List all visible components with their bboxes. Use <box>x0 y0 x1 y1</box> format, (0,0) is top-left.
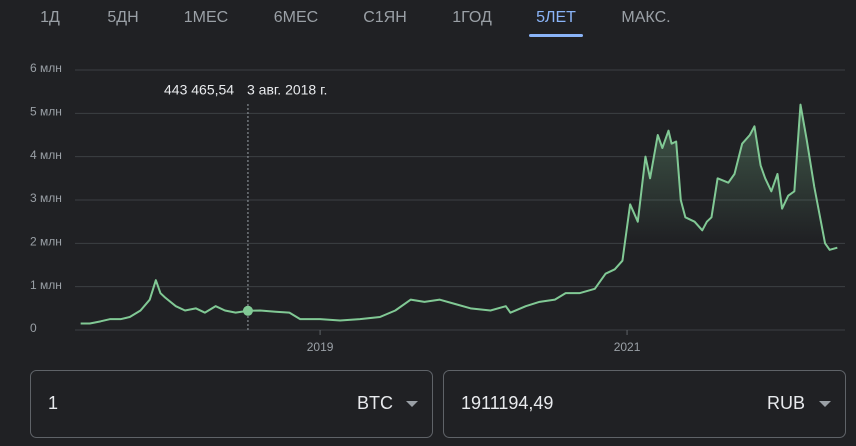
line <box>80 103 838 325</box>
tooltip-date: 3 авг. 2018 г. <box>247 82 327 98</box>
x-tick-label: 2019 <box>307 340 334 354</box>
tabs: 1Д 5ДН 1МЕС 6МЕС С1ЯН 1ГОД 5ЛЕТ МАКС. <box>40 9 671 37</box>
tab[interactable]: 5ЛЕТ <box>536 9 576 26</box>
tab[interactable]: 1МЕС <box>184 9 228 26</box>
tab-underline <box>529 34 583 37</box>
tab[interactable]: 6МЕС <box>274 9 318 26</box>
to-amount: 1911194,49 <box>461 393 553 413</box>
dropdown-arrow <box>406 401 418 407</box>
hover-point <box>242 305 253 316</box>
from-currency[interactable]: BTC <box>357 393 393 413</box>
from-box[interactable] <box>30 370 433 438</box>
dropdown-arrow <box>819 401 831 407</box>
tab[interactable]: 5ДН <box>107 9 138 26</box>
tab[interactable]: МАКС. <box>621 9 670 26</box>
from-amount: 1 <box>48 393 58 413</box>
tooltip-value: 443 465,54 <box>164 82 234 98</box>
area <box>80 104 838 331</box>
y-tick-label: 4 млн <box>30 148 62 162</box>
tooltip <box>152 76 345 104</box>
y-tick-label: 1 млн <box>30 278 62 292</box>
y-tick-label: 0 <box>30 321 37 335</box>
tab[interactable]: 1Д <box>40 9 60 26</box>
to-currency[interactable]: RUB <box>767 393 805 413</box>
y-tick-label: 3 млн <box>30 191 62 205</box>
chart: 0 1 млн 2 млн 3 млн 4 млн 5 млн 6 млн 2019 2021 4… <box>30 61 845 354</box>
y-tick-label: 5 млн <box>30 105 62 119</box>
y-tick-label: 2 млн <box>30 235 62 249</box>
y-tick-label: 6 млн <box>30 61 62 75</box>
tab[interactable]: С1ЯН <box>363 9 407 26</box>
x-tick-label: 2021 <box>614 340 641 354</box>
tab[interactable]: 1ГОД <box>452 9 492 26</box>
to-box[interactable] <box>443 370 846 438</box>
